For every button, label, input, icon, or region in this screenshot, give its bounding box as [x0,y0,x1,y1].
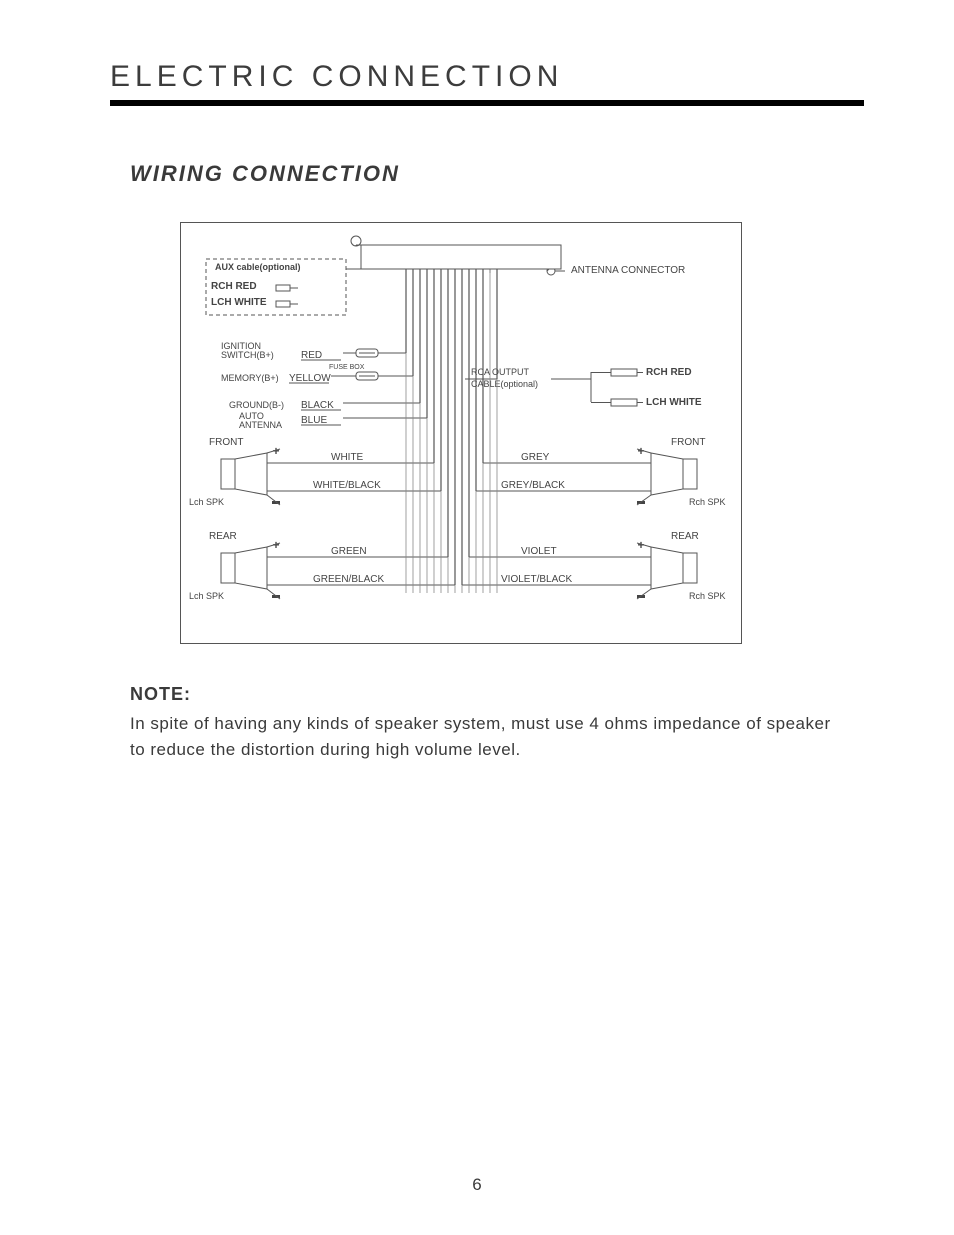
svg-text:WHITE/BLACK: WHITE/BLACK [313,480,381,491]
svg-text:ANTENNA CONNECTOR: ANTENNA CONNECTOR [571,265,685,276]
svg-text:LCH WHITE: LCH WHITE [211,297,267,308]
section-rule [110,100,864,106]
svg-text:GREY/BLACK: GREY/BLACK [501,480,565,491]
svg-text:GREY: GREY [521,452,550,463]
note-label: NOTE: [130,684,850,705]
wiring-diagram: ANTENNA CONNECTOR AUX cable(optional) RCH … [180,222,742,644]
svg-text:BLUE: BLUE [301,415,327,426]
svg-text:VIOLET: VIOLET [521,546,557,557]
svg-text:FUSE BOX: FUSE BOX [329,364,365,371]
svg-text:SWITCH(B+): SWITCH(B+) [221,350,274,360]
svg-text:Lch SPK: Lch SPK [189,497,224,507]
svg-text:GREEN/BLACK: GREEN/BLACK [313,574,384,585]
wiring-svg: ANTENNA CONNECTOR AUX cable(optional) RCH … [181,223,741,643]
svg-text:Rch SPK: Rch SPK [689,591,726,601]
svg-text:REAR: REAR [671,531,699,542]
svg-text:FRONT: FRONT [209,437,243,448]
svg-text:CABLE(optional): CABLE(optional) [471,379,538,389]
svg-text:FRONT: FRONT [671,437,705,448]
svg-text:WHITE: WHITE [331,452,364,463]
svg-text:REAR: REAR [209,531,237,542]
manual-page: ELECTRIC CONNECTION WIRING CONNECTION AN… [0,0,954,1235]
page-number: 6 [0,1175,954,1195]
svg-text:RCH RED: RCH RED [646,367,692,378]
svg-text:AUX cable(optional): AUX cable(optional) [215,262,301,272]
svg-text:RED: RED [301,350,322,361]
svg-text:Rch SPK: Rch SPK [689,497,726,507]
svg-text:LCH WHITE: LCH WHITE [646,397,702,408]
note-text: In spite of having any kinds of speaker … [130,711,850,764]
svg-text:GROUND(B-): GROUND(B-) [229,400,284,410]
svg-text:GREEN: GREEN [331,546,367,557]
svg-text:VIOLET/BLACK: VIOLET/BLACK [501,574,572,585]
svg-text:YELLOW: YELLOW [289,373,331,384]
note-block: NOTE: In spite of having any kinds of sp… [130,684,850,764]
svg-text:MEMORY(B+): MEMORY(B+) [221,373,279,383]
subsection-title: WIRING CONNECTION [130,161,864,187]
svg-text:RCA OUTPUT: RCA OUTPUT [471,367,530,377]
svg-text:ANTENNA: ANTENNA [239,420,282,430]
svg-text:BLACK: BLACK [301,400,334,411]
svg-text:RCH RED: RCH RED [211,281,257,292]
section-title: ELECTRIC CONNECTION [110,60,864,94]
svg-text:Lch SPK: Lch SPK [189,591,224,601]
